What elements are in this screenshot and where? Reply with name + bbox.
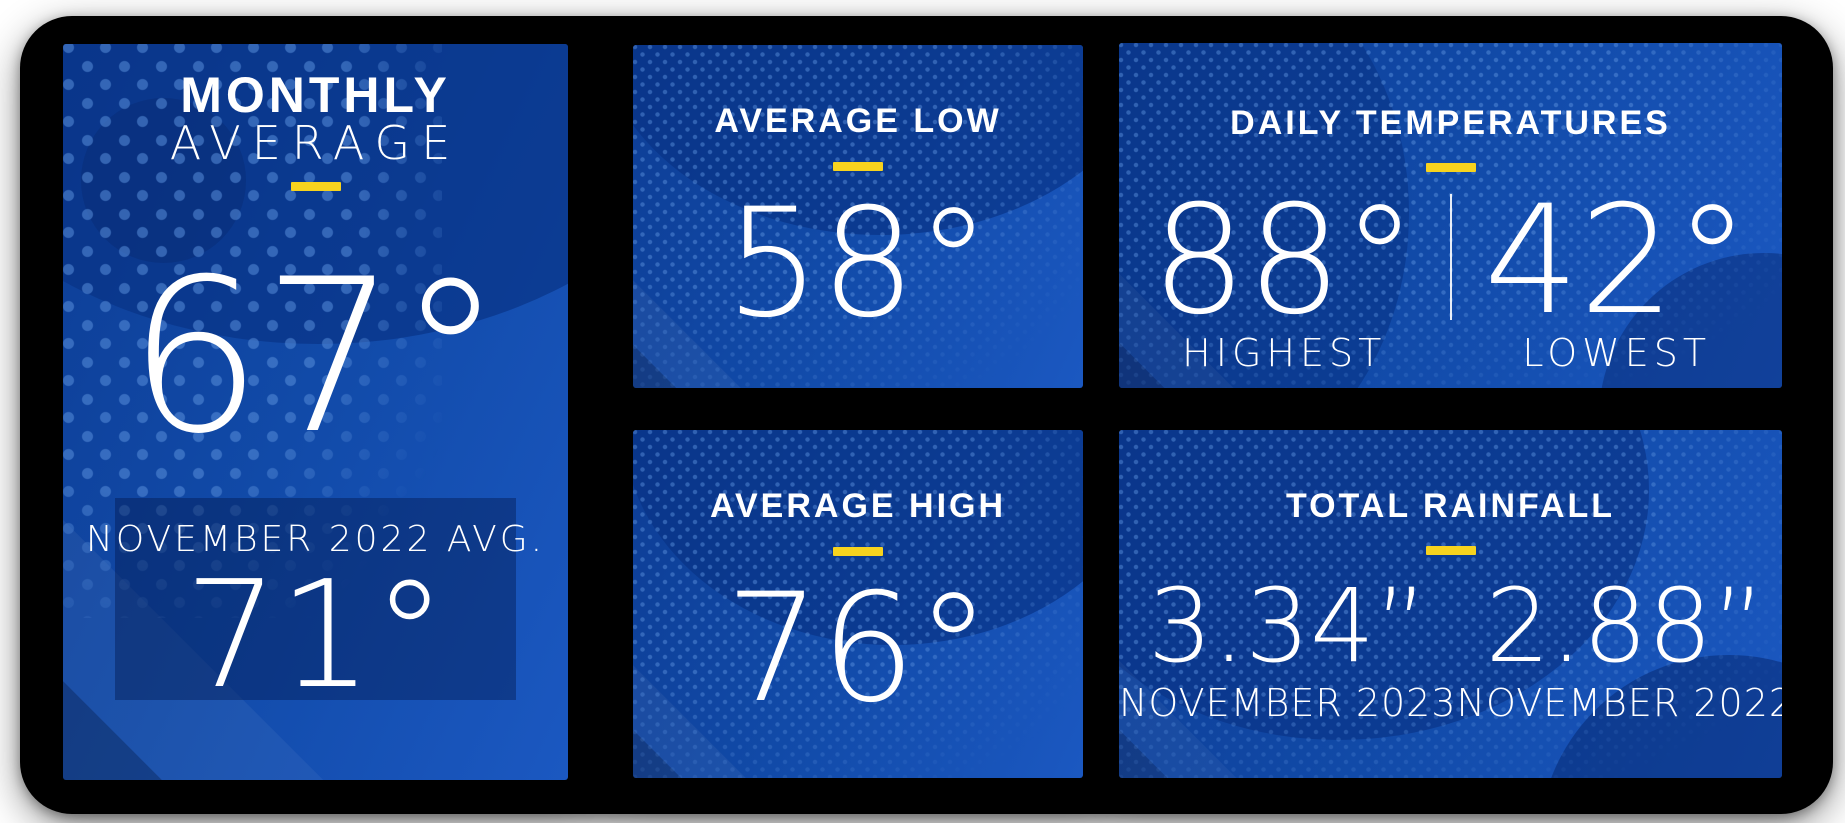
lowest-label: LOWEST: [1522, 331, 1712, 376]
card-title-line1: MONTHLY: [180, 67, 451, 123]
accent-bar: [290, 181, 341, 191]
card-title-line2: AVERAGE: [169, 116, 462, 170]
rainfall-2022-value: 2.88”: [1485, 567, 1766, 687]
average-low-value: 58°: [725, 177, 991, 352]
background-blob: [1119, 43, 1409, 388]
card-total-rainfall: TOTAL RAINFALL 3.34” NOVEMBER 2023 2.88”…: [1119, 430, 1782, 778]
card-title: AVERAGE LOW: [714, 102, 1002, 140]
rainfall-2023-column: 3.34” NOVEMBER 2023: [1119, 567, 1457, 726]
callout-value: 71°: [184, 549, 447, 722]
monthly-average-value: 67°: [127, 232, 504, 480]
card-title: AVERAGE HIGH: [709, 487, 1007, 525]
lowest-temperature-value: 42°: [1483, 174, 1750, 349]
card-title: DAILY TEMPERATURES: [1230, 104, 1671, 142]
accent-bar: [1425, 163, 1476, 173]
card-daily-temperatures: DAILY TEMPERATURES 88° HIGHEST 42° LOWES…: [1119, 43, 1782, 388]
value-columns: 3.34” NOVEMBER 2023 2.88” NOVEMBER 2022: [1119, 567, 1782, 726]
accent-bar: [833, 162, 883, 172]
card-average-low: AVERAGE LOW 58°: [633, 45, 1083, 388]
card-average-high: AVERAGE HIGH 76°: [633, 430, 1083, 778]
accent-bar: [833, 547, 883, 557]
dot-pattern: [633, 45, 1083, 388]
rainfall-2022-label: NOVEMBER 2022: [1456, 681, 1782, 726]
dot-pattern: [1119, 430, 1782, 778]
card-monthly-average: MONTHLY AVERAGE 67° NOVEMBER 2022 AVG. 7…: [63, 44, 568, 780]
dot-pattern: [633, 430, 1083, 778]
rainfall-2023-value: 3.34”: [1147, 567, 1428, 687]
average-high-value: 76°: [725, 562, 991, 737]
vertical-divider: [1449, 194, 1452, 321]
callout-label: NOVEMBER 2022 AVG.: [85, 519, 546, 560]
rainfall-2022-column: 2.88” NOVEMBER 2022: [1456, 567, 1782, 726]
highest-column: 88° HIGHEST: [1119, 174, 1450, 376]
dot-pattern: [63, 44, 442, 619]
highest-label: HIGHEST: [1182, 331, 1387, 376]
card-title: TOTAL RAINFALL: [1285, 487, 1616, 525]
highest-temperature-value: 88°: [1151, 174, 1418, 349]
callout-box: NOVEMBER 2022 AVG. 71°: [86, 498, 542, 709]
rainfall-2023-label: NOVEMBER 2023: [1119, 681, 1457, 726]
value-columns: 88° HIGHEST 42° LOWEST: [1119, 174, 1783, 376]
accent-bar: [1425, 546, 1476, 556]
lowest-column: 42° LOWEST: [1452, 174, 1783, 376]
